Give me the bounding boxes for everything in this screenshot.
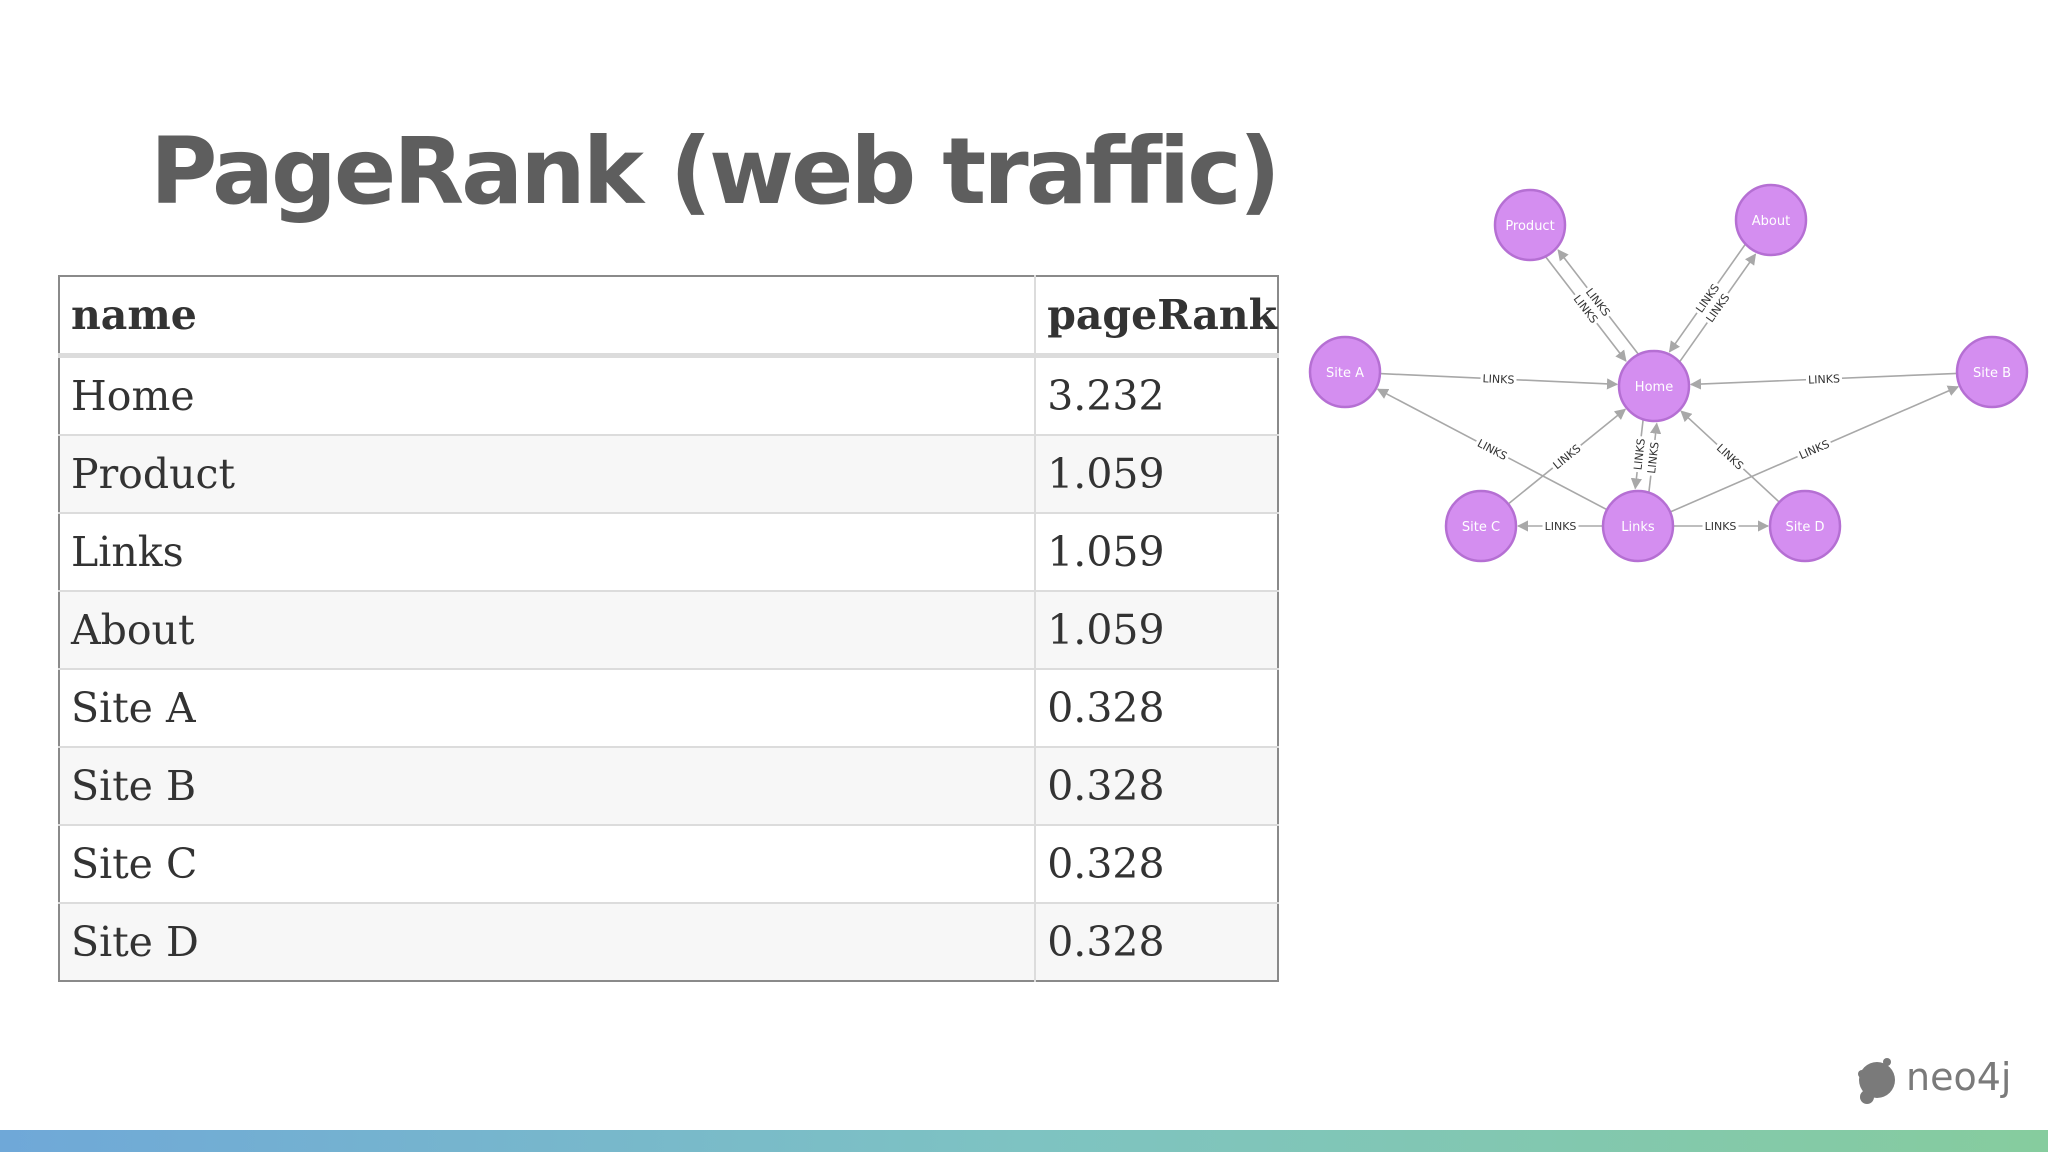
table-row: Home 3.232 — [59, 355, 1278, 436]
table-row: Site A 0.328 — [59, 669, 1278, 748]
node-product — [1493, 188, 1567, 262]
edge-label: LINKS — [1645, 441, 1662, 474]
cell-name: Product — [59, 435, 1037, 514]
neo4j-logo: neo4j — [1858, 1055, 2011, 1104]
edge-label: LINKS — [1631, 438, 1648, 471]
logo-node — [1883, 1058, 1891, 1066]
node-label: Site B — [1973, 366, 2011, 381]
edge-label-background — [1473, 434, 1512, 465]
edge-label-background — [1691, 279, 1724, 317]
table-header-row: name pageRank — [59, 276, 1278, 358]
cell-pagerank: 0.328 — [1035, 747, 1278, 826]
logo-node — [1860, 1090, 1874, 1104]
node-links — [1601, 489, 1675, 563]
neo4j-logo-text: neo4j — [1906, 1055, 2011, 1099]
edge-label: LINKS — [1714, 441, 1746, 472]
table-row: Product 1.059 — [59, 435, 1278, 514]
edge-label-background — [1569, 290, 1603, 328]
cell-pagerank: 1.059 — [1035, 591, 1278, 670]
edge-label: LINKS — [1475, 437, 1509, 463]
cell-name: Home — [59, 355, 1037, 436]
node-site-b — [1955, 335, 2029, 409]
footer-gradient-bar — [0, 1130, 2048, 1152]
edge-label-background — [1581, 283, 1615, 321]
edge-label-background — [1630, 435, 1649, 473]
node-label: About — [1752, 214, 1790, 229]
table-row: Links 1.059 — [59, 513, 1278, 592]
logo-node — [1859, 1062, 1895, 1098]
node-home — [1617, 349, 1691, 423]
edge-label-background — [1480, 371, 1517, 387]
cell-pagerank: 0.328 — [1035, 825, 1278, 904]
node-site-d — [1768, 489, 1842, 563]
node-label: Site D — [1785, 520, 1824, 535]
cell-pagerank: 0.328 — [1035, 669, 1278, 748]
node-label: Home — [1635, 380, 1673, 395]
cell-pagerank: 3.232 — [1035, 355, 1278, 436]
neo4j-logo-mark — [1858, 1058, 1895, 1104]
cell-name: Site C — [59, 825, 1037, 904]
table-row: Site C 0.328 — [59, 825, 1278, 904]
table-row: Site B 0.328 — [59, 747, 1278, 826]
edge-label-background — [1805, 371, 1843, 387]
edge-label: LINKS — [1551, 442, 1584, 472]
edge-label: LINKS — [1545, 520, 1577, 533]
slide-title: PageRank (web traffic) — [150, 118, 1281, 225]
cell-name: Site A — [59, 669, 1037, 748]
node-label: Site C — [1462, 520, 1500, 535]
cell-pagerank: 1.059 — [1035, 513, 1278, 592]
node-site-c — [1444, 489, 1518, 563]
cell-name: Links — [59, 513, 1037, 592]
cell-name: About — [59, 591, 1037, 670]
edge-label-background — [1794, 435, 1834, 463]
pagerank-table: name pageRank Home 3.232 Product 1.059 L… — [58, 275, 1279, 982]
edge-label: LINKS — [1808, 372, 1840, 386]
node-label: Product — [1505, 219, 1554, 234]
edge-label: LINKS — [1705, 520, 1737, 533]
edge-label-background — [1548, 439, 1586, 474]
edge-label: LINKS — [1482, 372, 1514, 386]
node-label: Links — [1621, 520, 1655, 535]
cell-pagerank: 0.328 — [1035, 903, 1278, 981]
table-row: About 1.059 — [59, 591, 1278, 670]
logo-node — [1858, 1070, 1866, 1078]
edge-label-background — [1712, 439, 1749, 475]
table-row: Site D 0.328 — [59, 903, 1278, 981]
column-header-pagerank: pageRank — [1035, 276, 1278, 358]
cell-name: Site D — [59, 903, 1037, 981]
edge-label: LINKS — [1797, 438, 1831, 463]
edge-label-background — [1702, 519, 1739, 533]
cell-name: Site B — [59, 747, 1037, 826]
cell-pagerank: 1.059 — [1035, 435, 1278, 514]
edge-label-background — [1701, 289, 1734, 327]
node-site-a — [1308, 335, 1382, 409]
node-label: Site A — [1326, 366, 1364, 381]
node-about — [1734, 183, 1808, 257]
edge-label-background — [1643, 439, 1662, 477]
edge-label-background — [1542, 519, 1579, 533]
column-header-name: name — [59, 276, 1037, 358]
